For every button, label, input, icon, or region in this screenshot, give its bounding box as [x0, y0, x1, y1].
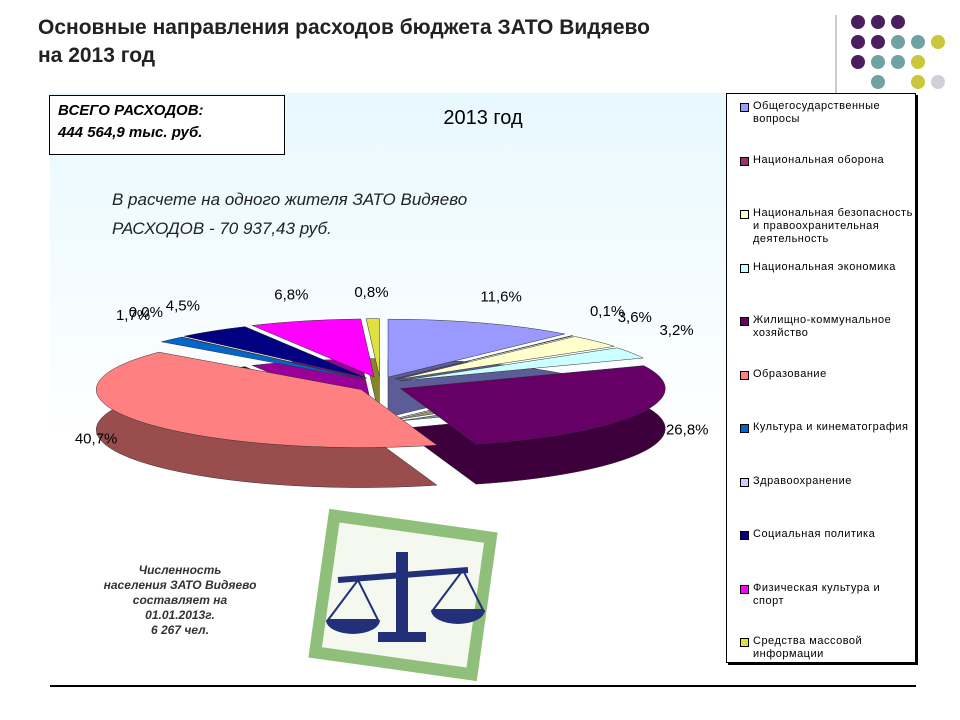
title-line: на 2013 год — [38, 44, 156, 67]
note-line: 6 267 чел. — [151, 623, 209, 637]
legend-label: Общегосударственные вопросы — [753, 100, 881, 125]
legend-swatch — [740, 263, 749, 273]
legend-swatch — [740, 584, 749, 594]
pie-slice — [96, 351, 438, 448]
legend-item: Средства массовой информации — [740, 635, 913, 661]
data-label: 1,7% — [116, 307, 150, 324]
dots — [851, 15, 905, 69]
legend-label: Культура и кинематография — [753, 421, 909, 433]
title-line: Основные направления расходов бюджета ЗА… — [38, 16, 651, 39]
note-line: населения ЗАТО Видяево — [103, 578, 257, 592]
legend-item: Общегосударственные вопросы — [740, 100, 913, 126]
per-capita-line: РАСХОДОВ - 70 937,43 руб. — [112, 219, 332, 238]
legend-item: Национальная экономика — [740, 260, 913, 274]
pie-slice — [184, 326, 368, 379]
legend-swatch — [740, 370, 749, 380]
legend-swatch — [740, 531, 749, 540]
legend-item: Национальная безопасность и правоохранит… — [740, 207, 913, 246]
legend-item: Культура и кинематография — [740, 421, 913, 434]
legend-swatch — [740, 477, 749, 487]
slide-title: Основные направления расходов бюджета ЗА… — [38, 14, 650, 70]
pie-slice — [394, 335, 574, 380]
legend-swatch — [740, 156, 749, 166]
legend-label: Физическая культура и спорт — [753, 581, 881, 607]
legend-item: Здравоохранение — [740, 474, 913, 488]
legend-label: Национальная безопасность и правоохранит… — [753, 207, 913, 245]
legend-label: Жилищно-коммунальное хозяйство — [753, 314, 892, 339]
legend-label: Образование — [753, 367, 827, 380]
data-label: 3,6% — [618, 309, 652, 326]
legend: Общегосударственные вопросы Национальная … — [726, 93, 916, 663]
data-label: 0,8% — [354, 284, 388, 301]
total-label: ВСЕГО РАСХОДОВ: — [58, 102, 204, 119]
legend-label: Национальная оборона — [753, 153, 885, 166]
total-value: 444 564,9 тыс. руб. — [58, 124, 203, 141]
chart-title: 2013 год — [443, 107, 523, 129]
data-label: 6,8% — [274, 286, 308, 303]
pie-slice — [365, 318, 380, 377]
data-label: 4,5% — [166, 298, 200, 315]
note-line: составляет на — [132, 593, 228, 607]
legend-swatch — [740, 424, 749, 433]
legend-item: Физическая культура и спорт — [740, 581, 913, 608]
legend-item: Жилищно-коммунальное хозяйство — [740, 314, 913, 340]
legend-item: Социальная политика — [740, 528, 913, 541]
scales-picture — [308, 508, 498, 682]
note-line: 01.01.2013г. — [145, 608, 215, 622]
decor-dots — [835, 15, 945, 95]
dots — [871, 35, 925, 89]
legend-swatch — [740, 317, 749, 326]
total-box: ВСЕГО РАСХОДОВ: 444 564,9 тыс. руб. — [49, 95, 285, 155]
data-label: 0,1% — [590, 303, 624, 320]
note-line: Численность — [138, 563, 222, 577]
data-label: 3,2% — [659, 322, 693, 339]
legend-label: Национальная экономика — [753, 260, 896, 273]
legend-label: Социальная политика — [753, 528, 876, 540]
pie-slice — [161, 337, 364, 380]
data-label: 0,0% — [129, 304, 163, 321]
per-capita-line: В расчете на одного жителя ЗАТО Видяево — [112, 190, 468, 209]
pie-slice — [396, 336, 615, 380]
pie-slice — [387, 318, 565, 378]
data-label: 26,8% — [666, 421, 709, 438]
data-label: 11,6% — [480, 289, 521, 306]
legend-swatch — [740, 638, 749, 647]
dots — [931, 75, 945, 89]
legend-swatch — [740, 210, 749, 219]
pie-slice — [399, 347, 644, 382]
legend-item: Образование — [740, 367, 913, 381]
dots — [911, 35, 945, 89]
pie-slice — [181, 336, 365, 380]
per-capita: В расчете на одного жителя ЗАТО Видяево … — [112, 185, 467, 243]
data-label: 40,7% — [75, 431, 118, 448]
population-note: Численность населения ЗАТО Видяево соста… — [80, 563, 280, 638]
legend-label: Средства массовой информации — [753, 635, 863, 660]
legend-swatch — [740, 103, 749, 112]
pie-slice — [251, 318, 375, 378]
legend-label: Здравоохранение — [753, 474, 852, 487]
legend-item: Национальная оборона — [740, 153, 913, 167]
pie-slice — [399, 365, 666, 445]
